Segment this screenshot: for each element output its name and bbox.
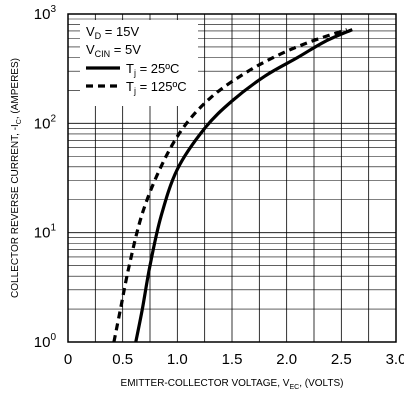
- y-tick-label: 102: [34, 113, 57, 132]
- x-tick-label: 2.0: [276, 351, 297, 368]
- plot-frame: [67, 13, 397, 343]
- legend-box: [80, 20, 198, 106]
- grid: [68, 14, 396, 342]
- x-tick-label: 0: [64, 351, 72, 368]
- condition-text: VD = 15V: [86, 24, 139, 41]
- y-tick-label: 100: [34, 332, 57, 351]
- legend-entry-0: Tj = 25ºC: [126, 61, 179, 78]
- legend-entry-1: Tj = 125ºC: [126, 79, 187, 96]
- series-layer: [112, 28, 353, 343]
- y-axis-label: COLLECTOR REVERSE CURRENT, -IC, (AMPERES…: [10, 58, 23, 298]
- series-line-1: [112, 28, 348, 343]
- x-tick-label: 1.0: [167, 351, 188, 368]
- x-axis-label: EMITTER-COLLECTOR VOLTAGE, VEC, (VOLTS): [121, 378, 344, 391]
- x-tick-label: 2.5: [331, 351, 352, 368]
- x-tick-label: 0.5: [112, 351, 133, 368]
- y-tick-label: 101: [34, 223, 57, 242]
- x-tick-label: 1.5: [222, 351, 243, 368]
- y-tick-labels: 100 101 102 103: [34, 4, 57, 351]
- y-tick-label: 103: [34, 4, 57, 23]
- series-line-0: [134, 28, 353, 343]
- x-tick-label: 3.0: [386, 351, 404, 368]
- condition-text: VCIN = 5V: [86, 42, 141, 59]
- x-tick-labels: 0 0.5 1.0 1.5 2.0 2.5 3.0: [64, 351, 404, 368]
